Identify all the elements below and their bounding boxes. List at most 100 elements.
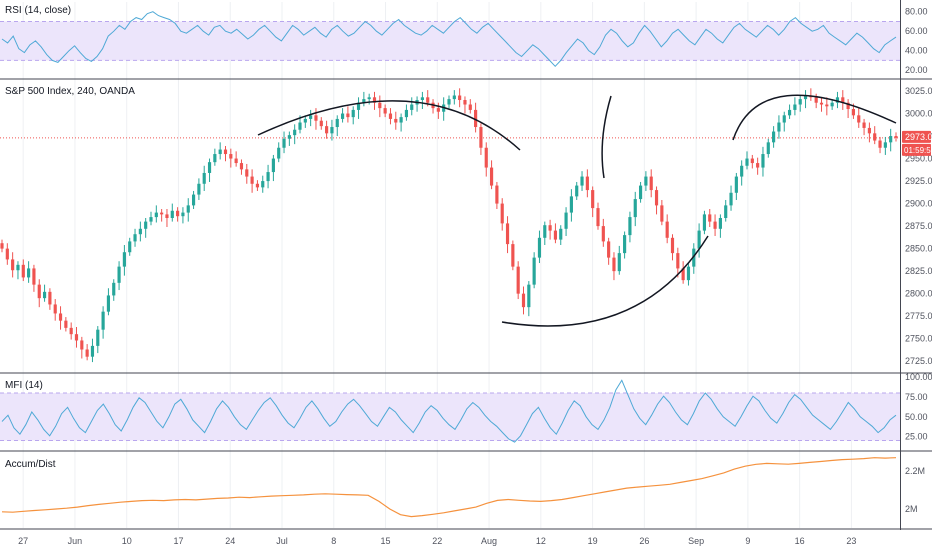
candle-body bbox=[239, 163, 244, 170]
candle-body bbox=[463, 100, 467, 105]
candle-body bbox=[724, 205, 728, 218]
candle-body bbox=[708, 214, 712, 222]
accum-dist-tick-label: 2.2M bbox=[905, 466, 925, 476]
price-tick-label: 2950.0 bbox=[905, 154, 932, 164]
price-tick-label: 2725.0 bbox=[905, 356, 932, 366]
time-tick-label: Sep bbox=[688, 536, 704, 546]
rsi-line bbox=[1, 11, 897, 68]
candle-body bbox=[591, 190, 595, 209]
candle-body bbox=[841, 97, 845, 103]
candle-body bbox=[479, 127, 483, 148]
candle-body bbox=[176, 210, 180, 217]
rounded-top-arc-right bbox=[732, 94, 897, 141]
accum-dist-pane[interactable]: Accum/Dist 2.2M 2M bbox=[1, 457, 925, 518]
price-tick-label: 2775.0 bbox=[905, 311, 932, 321]
candle-body bbox=[340, 113, 345, 119]
candle-body bbox=[846, 102, 850, 110]
rsi-tick-label: 40.00 bbox=[905, 46, 928, 56]
candle-body bbox=[644, 176, 648, 186]
candle-body bbox=[740, 165, 744, 177]
candle-body bbox=[303, 118, 307, 123]
candle-body bbox=[521, 293, 526, 308]
price-tick-label: 2850.0 bbox=[905, 244, 932, 254]
candle-body bbox=[787, 109, 792, 116]
candle-body bbox=[42, 291, 47, 299]
candle-body bbox=[495, 185, 499, 204]
candle-body bbox=[553, 230, 558, 240]
candle-body bbox=[537, 237, 542, 258]
candle-body bbox=[814, 97, 818, 103]
candle-body bbox=[803, 95, 808, 100]
time-tick-label: 24 bbox=[225, 536, 235, 546]
candle-body bbox=[686, 266, 691, 281]
candle-body bbox=[607, 241, 611, 258]
candle-body bbox=[580, 176, 584, 186]
candle-body bbox=[569, 196, 573, 213]
bar-countdown: 01:59:57 bbox=[904, 146, 932, 155]
candle-body bbox=[782, 115, 786, 123]
candle-body bbox=[160, 212, 164, 215]
price-tick-label: 3000.0 bbox=[905, 109, 932, 119]
last-price-badge: 2973.0 01:59:57 bbox=[902, 130, 932, 156]
time-tick-label: 17 bbox=[173, 536, 183, 546]
candle-body bbox=[596, 208, 600, 227]
time-tick-label: Jun bbox=[68, 536, 83, 546]
candle-body bbox=[16, 264, 20, 271]
candle-body bbox=[5, 248, 9, 260]
candle-body bbox=[117, 266, 121, 283]
candle-body bbox=[713, 221, 717, 229]
candle-body bbox=[266, 172, 270, 182]
candle-body bbox=[346, 113, 350, 118]
candle-body bbox=[250, 176, 254, 184]
price-pane[interactable]: S&P 500 Index, 240, OANDA 3025.0 3000.0 29… bbox=[0, 86, 932, 366]
candle-body bbox=[612, 257, 616, 272]
candle-body bbox=[101, 311, 105, 330]
last-price-badge-bg bbox=[902, 130, 931, 143]
candle-body bbox=[335, 118, 339, 128]
price-tick-label: 2875.0 bbox=[905, 221, 932, 231]
mfi-line bbox=[1, 379, 897, 443]
candle-body bbox=[734, 176, 738, 193]
candle-body bbox=[378, 102, 382, 109]
candlestick-series bbox=[0, 88, 898, 363]
candle-body bbox=[309, 115, 313, 119]
pane-separators bbox=[0, 0, 932, 530]
candle-body bbox=[420, 97, 424, 101]
time-axis[interactable]: 27 Jun 10 17 24 Jul 8 15 22 Aug 12 19 26 Sep 9 16 23 bbox=[18, 536, 856, 546]
candle-body bbox=[867, 127, 871, 134]
candle-body bbox=[873, 133, 877, 141]
candle-body bbox=[245, 169, 249, 177]
candle-body bbox=[271, 158, 275, 173]
candle-body bbox=[138, 228, 142, 235]
candle-body bbox=[362, 99, 366, 103]
candle-body bbox=[197, 183, 201, 195]
trendline-drawings bbox=[257, 94, 897, 327]
candle-body bbox=[229, 154, 233, 159]
time-tick-label: 19 bbox=[588, 536, 598, 546]
candle-body bbox=[883, 142, 887, 148]
price-tick-label: 3025.0 bbox=[905, 86, 932, 96]
rsi-pane[interactable]: RSI (14, close) 80.00 60.00 40.00 20.00 bbox=[0, 5, 928, 75]
candle-body bbox=[234, 158, 238, 164]
candle-body bbox=[218, 149, 222, 155]
candle-body bbox=[878, 140, 882, 148]
candle-body bbox=[74, 334, 79, 341]
price-tick-label: 2750.0 bbox=[905, 334, 932, 344]
time-tick-label: 26 bbox=[639, 536, 649, 546]
candle-body bbox=[133, 234, 137, 242]
candle-body bbox=[670, 237, 675, 254]
rsi-title: RSI (14, close) bbox=[5, 5, 71, 16]
price-title: S&P 500 Index, 240, OANDA bbox=[5, 86, 135, 97]
candle-body bbox=[623, 235, 627, 254]
mfi-pane[interactable]: MFI (14) 100.00 75.00 50.00 25.00 bbox=[0, 372, 932, 443]
candle-body bbox=[564, 212, 568, 229]
candle-body bbox=[772, 131, 776, 143]
candle-body bbox=[96, 329, 100, 346]
mfi-band bbox=[0, 393, 900, 441]
candle-body bbox=[692, 248, 696, 267]
candle-body bbox=[761, 154, 765, 168]
candle-body bbox=[255, 183, 260, 188]
candle-body bbox=[750, 158, 754, 164]
